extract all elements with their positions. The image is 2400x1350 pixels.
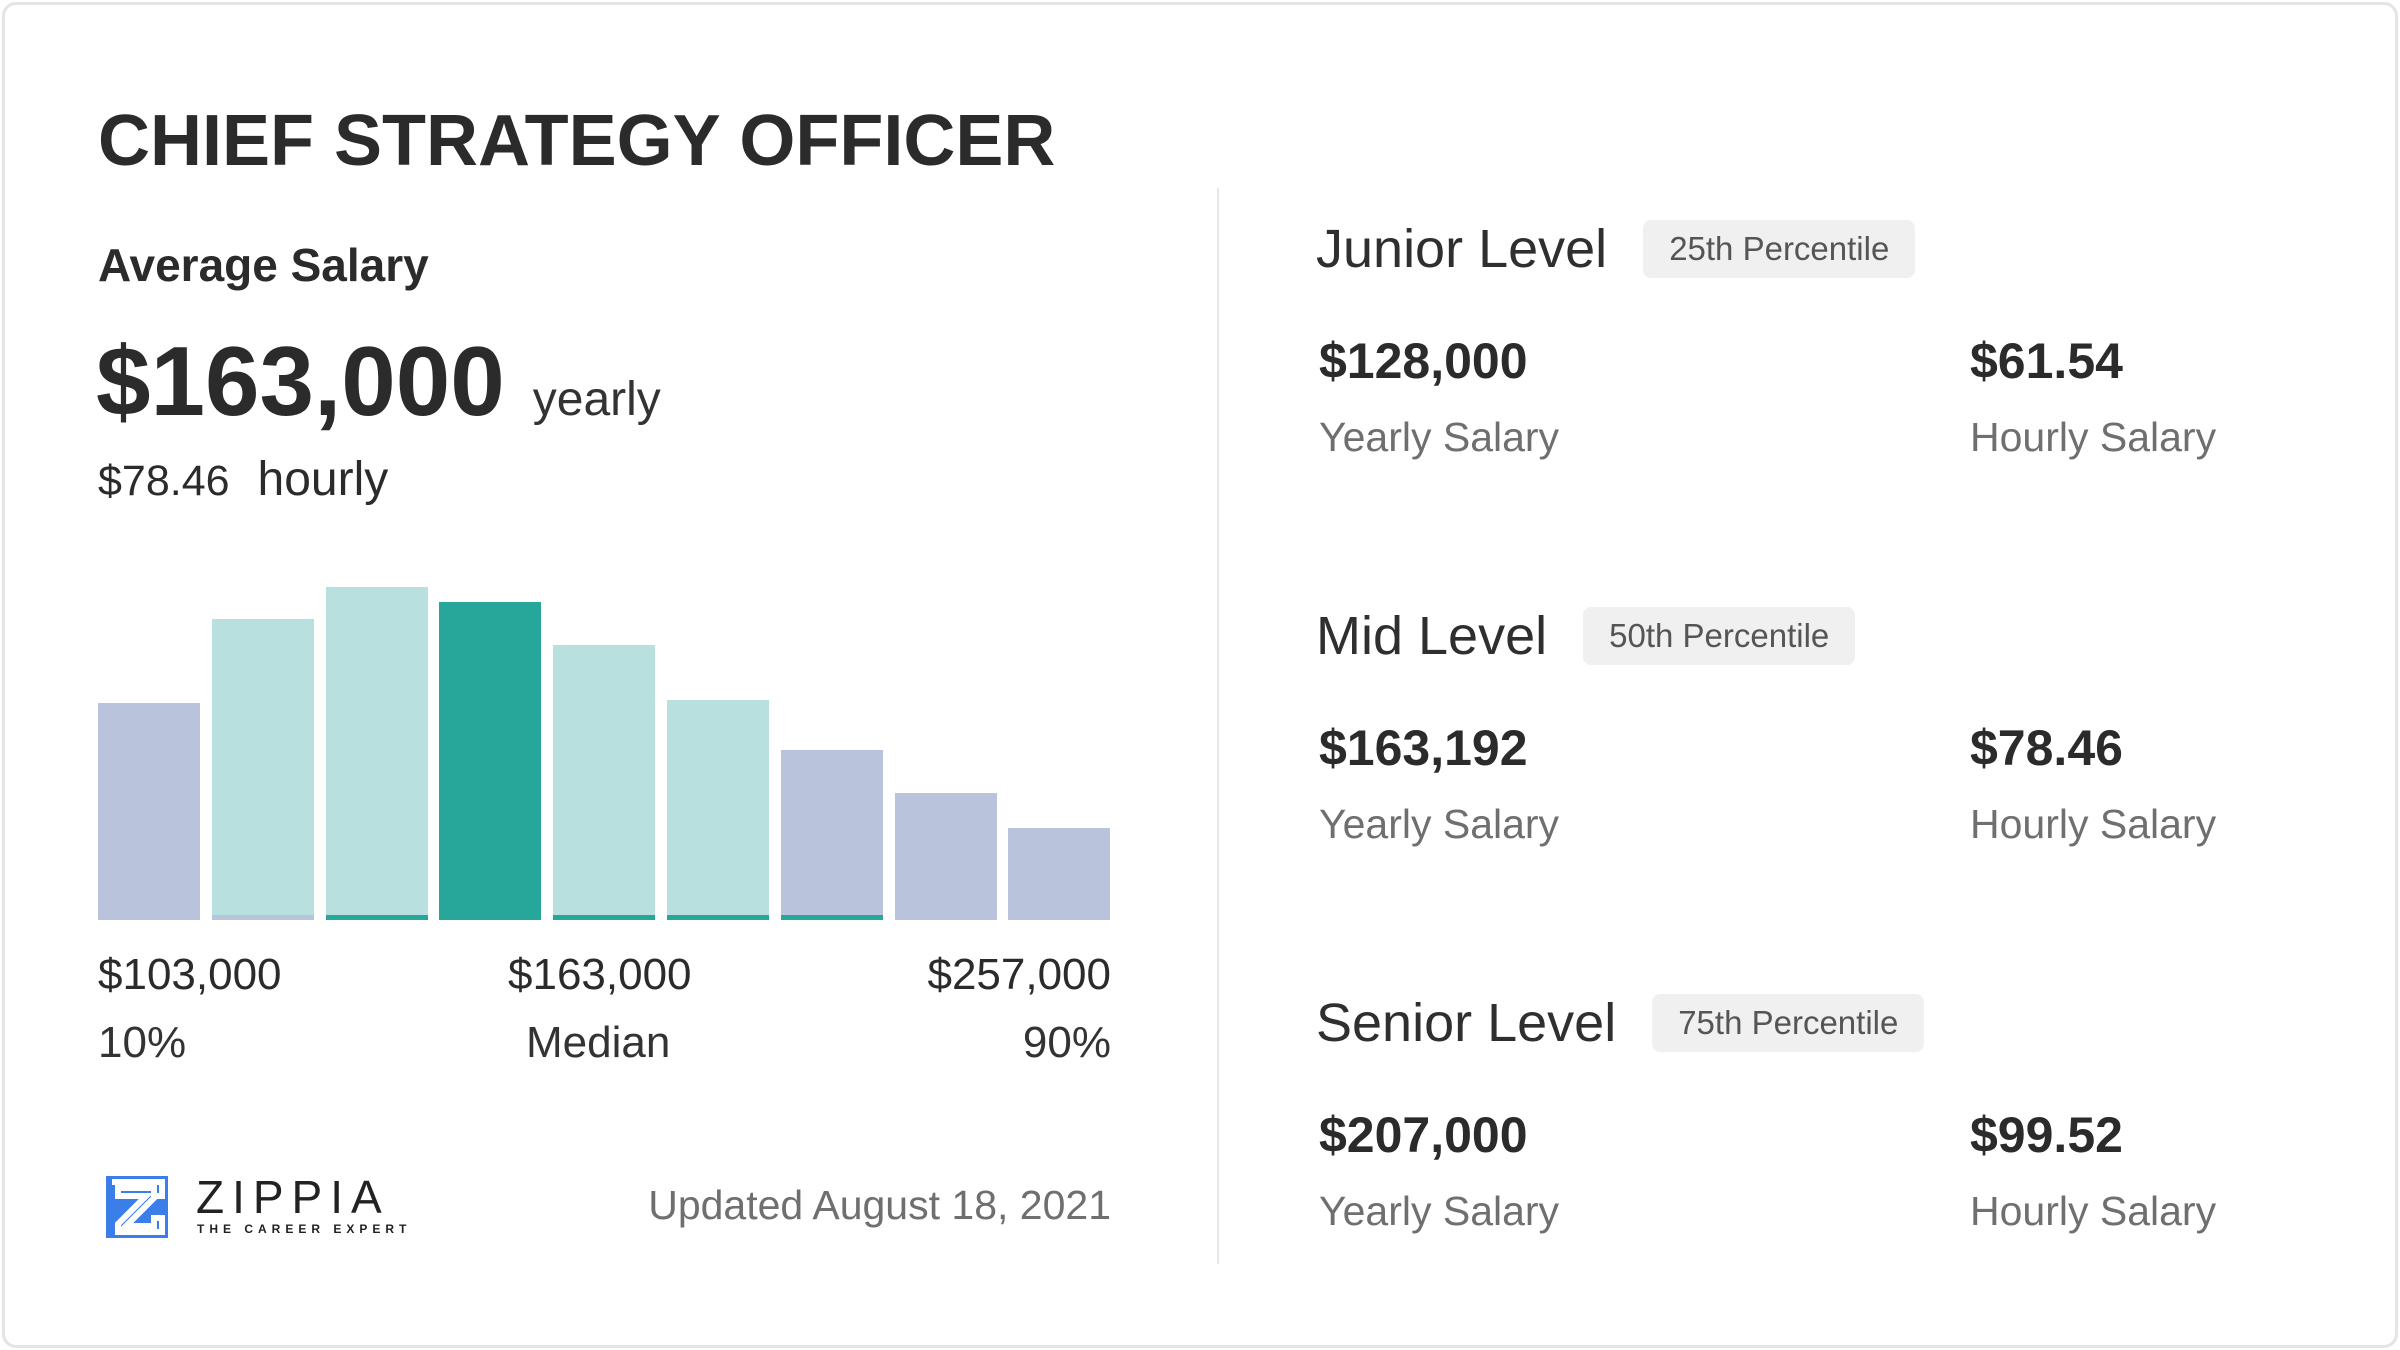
brand-name: ZIPPIA	[196, 1171, 390, 1223]
bar-underline	[325, 915, 428, 920]
bar-underline	[211, 915, 314, 920]
histogram-bar	[325, 587, 428, 920]
histogram-bar	[1008, 828, 1111, 920]
bar-underline	[667, 915, 769, 920]
level-yearly-label: Yearly Salary	[1319, 1188, 1560, 1234]
p10-value: $103,000	[98, 950, 282, 999]
brand-tagline: THE CAREER EXPERT	[197, 1222, 412, 1236]
level-name: Mid Level	[1316, 606, 1548, 666]
level-header: Senior Level 75th Percentile	[1316, 992, 1925, 1054]
zippia-logo-icon	[106, 1176, 168, 1238]
level-yearly-label: Yearly Salary	[1319, 801, 1560, 847]
histogram-bar	[667, 700, 769, 920]
level-name: Junior Level	[1316, 219, 1608, 279]
yearly-unit: yearly	[532, 373, 661, 426]
page-title: CHIEF STRATEGY OFFICER	[98, 101, 1056, 181]
salary-distribution-chart	[98, 560, 1118, 920]
level-yearly-value: $207,000	[1319, 1107, 1528, 1163]
histogram-bar	[211, 619, 314, 920]
p90-caption: 90%	[1022, 1018, 1111, 1067]
histogram-bar	[780, 750, 883, 920]
level-yearly-value: $163,192	[1319, 720, 1528, 776]
divider	[1217, 188, 1219, 1264]
level-hourly-label: Hourly Salary	[1970, 1188, 2217, 1234]
level-hourly-value: $61.54	[1970, 333, 2123, 389]
level-yearly-label: Yearly Salary	[1319, 414, 1560, 460]
level-hourly-label: Hourly Salary	[1970, 414, 2217, 460]
level-hourly-value: $78.46	[1970, 720, 2123, 776]
average-salary-label: Average Salary	[98, 239, 429, 291]
updated-date: Updated August 18, 2021	[648, 1182, 1111, 1228]
average-yearly-row: $163,000 yearly	[96, 325, 661, 438]
p90-value: $257,000	[927, 950, 1111, 999]
level-hourly-label: Hourly Salary	[1970, 801, 2217, 847]
histogram-bar	[98, 703, 200, 920]
p10-caption: 10%	[98, 1018, 187, 1067]
percentile-badge: 75th Percentile	[1652, 994, 1925, 1052]
level-name: Senior Level	[1316, 993, 1617, 1053]
bar-underline	[553, 915, 656, 920]
average-hourly-row: $78.46 hourly	[98, 452, 388, 507]
percentile-badge: 25th Percentile	[1643, 220, 1916, 278]
level-hourly-value: $99.52	[1970, 1107, 2123, 1163]
median-caption: Median	[526, 1018, 671, 1067]
histogram-bar	[439, 602, 542, 920]
average-yearly-value: $163,000	[96, 326, 505, 436]
hourly-unit: hourly	[257, 453, 389, 506]
median-value: $163,000	[508, 950, 692, 999]
histogram-bar	[894, 793, 997, 920]
level-header: Mid Level 50th Percentile	[1316, 605, 1856, 667]
level-yearly-value: $128,000	[1319, 333, 1528, 389]
histogram-bar	[553, 645, 656, 920]
level-header: Junior Level 25th Percentile	[1316, 218, 1916, 280]
average-hourly-value: $78.46	[98, 457, 230, 505]
percentile-badge: 50th Percentile	[1583, 607, 1856, 665]
bar-underline	[780, 915, 883, 920]
